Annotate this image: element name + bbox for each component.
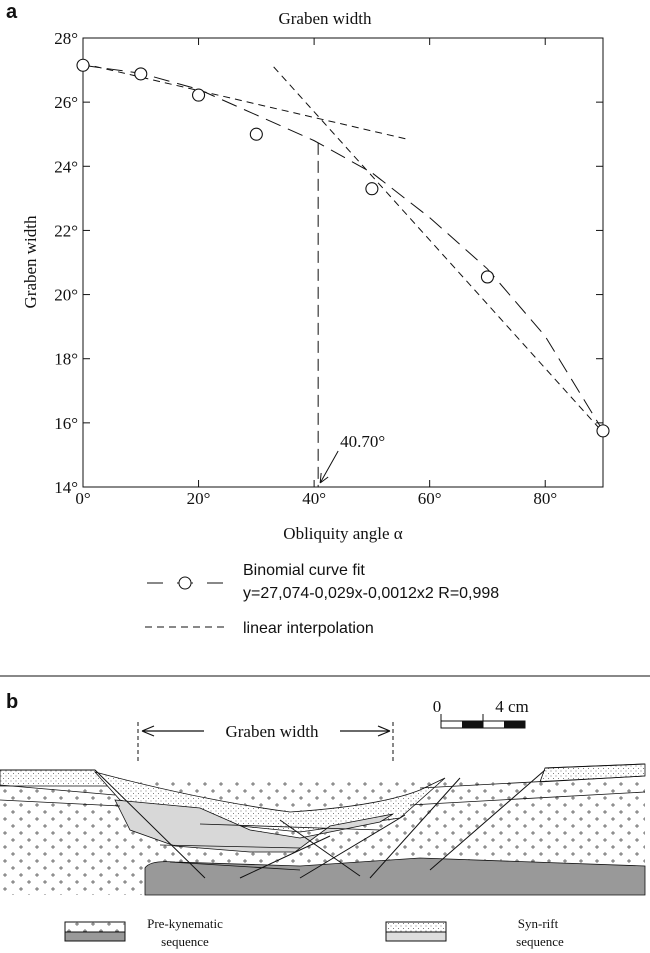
- syn-rift-layer: [539, 763, 646, 783]
- annotation-arrow: [319, 450, 339, 484]
- interpolation-line: [82, 63, 407, 140]
- x-tick-label: 20°: [187, 489, 211, 508]
- data-point: [76, 58, 90, 72]
- legend-swatch: [64, 921, 126, 933]
- scale-label: 0: [433, 697, 442, 716]
- scale-label: 4 cm: [495, 697, 529, 716]
- x-tick-label: 60°: [418, 489, 442, 508]
- chart-title: Graben width: [278, 9, 372, 28]
- legend-swatch: [64, 931, 126, 942]
- legend-label: sequence: [516, 934, 564, 949]
- surface: [0, 763, 646, 771]
- x-tick-label: 80°: [533, 489, 557, 508]
- y-tick-label: 28°: [54, 29, 78, 48]
- legend-swatch: [385, 931, 447, 942]
- plot-frame: [82, 37, 604, 488]
- cross-section: [0, 763, 646, 896]
- data-point: [480, 270, 494, 284]
- interpolation-line: [273, 66, 604, 433]
- width-arrow: [141, 725, 391, 737]
- annotation-label: 40.70°: [340, 432, 385, 451]
- y-tick-label: 20°: [54, 286, 78, 305]
- x-axis-label: Obliquity angle α: [283, 524, 402, 543]
- panel-label: b: [6, 691, 18, 713]
- x-tick-label: 0°: [75, 489, 90, 508]
- section-title: Graben width: [225, 722, 319, 741]
- horizon: [0, 775, 646, 871]
- scale-bar: 0 4 cm: [433, 697, 529, 729]
- data-point: [365, 182, 379, 196]
- legend-label: Pre-kynematic: [147, 916, 223, 931]
- scale-bar-block: [504, 721, 525, 728]
- fault: [94, 769, 546, 879]
- legend-label: Syn-rift: [518, 916, 559, 931]
- data-point: [596, 424, 610, 438]
- panel-label: a: [6, 1, 18, 23]
- y-tick-label: 24°: [54, 157, 78, 176]
- basement: [144, 857, 646, 896]
- legend-label: linear interpolation: [243, 620, 374, 637]
- y-axis-label: Graben width: [21, 215, 40, 309]
- y-tick-label: 18°: [54, 350, 78, 369]
- legend-label: sequence: [161, 934, 209, 949]
- y-tick-label: 14°: [54, 478, 78, 497]
- syn-rift-lower: [114, 799, 394, 853]
- y-tick-label: 16°: [54, 414, 78, 433]
- syn-rift-layer: [0, 769, 111, 787]
- y-tick-label: 26°: [54, 93, 78, 112]
- legend-swatch: [385, 921, 447, 933]
- legend-marker: [178, 576, 192, 590]
- legend-label: Binomial curve fit: [243, 562, 365, 579]
- legend-equation: y=27,074-0,029x-0,0012x2 R=0,998: [243, 585, 499, 602]
- y-tick-label: 22°: [54, 221, 78, 240]
- fit-curve: [82, 64, 604, 432]
- legend: Binomial curve fit y=27,074-0,029x-0,001…: [145, 562, 499, 637]
- x-tick-label: 40°: [302, 489, 326, 508]
- data-point: [249, 127, 263, 141]
- data-point: [134, 67, 148, 81]
- data-point: [192, 88, 206, 102]
- scale-bar-block: [462, 721, 483, 728]
